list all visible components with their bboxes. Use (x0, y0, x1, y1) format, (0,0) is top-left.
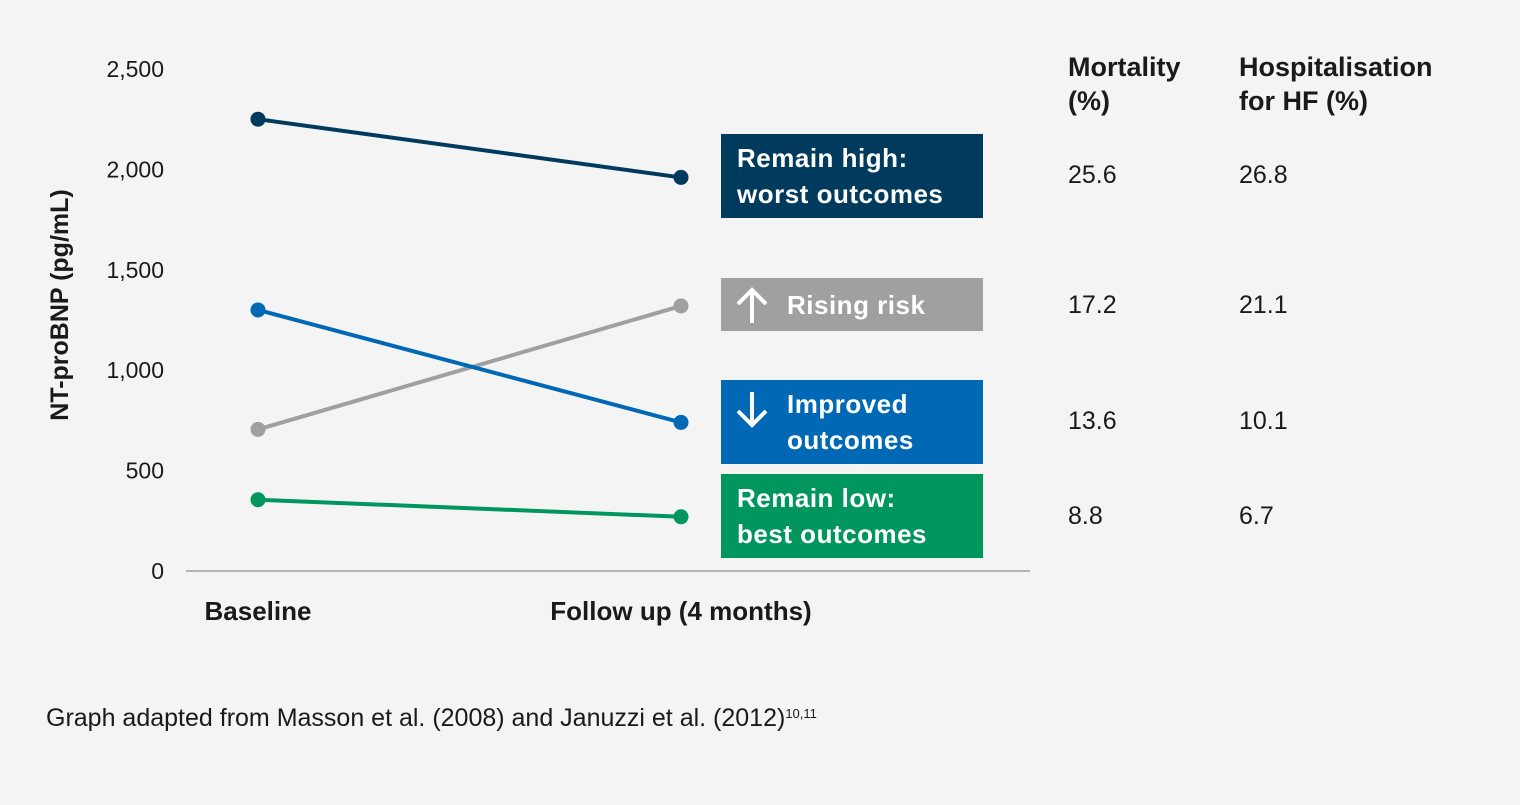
hospitalisation-value: 26.8 (1239, 161, 1288, 189)
outcome-box-line2: best outcomes (737, 519, 927, 549)
source-note: Graph adapted from Masson et al. (2008) … (46, 704, 817, 733)
source-note-text: Graph adapted from Masson et al. (2008) … (46, 704, 786, 732)
x-category-label: Baseline (205, 596, 312, 626)
outcome-box-remain-low: Remain low: best outcomes (721, 474, 983, 558)
series-group (250, 111, 689, 525)
outcome-box-line2: outcomes (787, 425, 914, 455)
y-tick-label: 500 (126, 458, 164, 484)
series-line (257, 117, 682, 180)
outcome-box-rising-risk: Rising risk (721, 278, 983, 331)
outcome-box-line1: Remain high: (737, 143, 908, 173)
table-header-hospitalisation: Hospitalisation for HF (%) (1239, 50, 1433, 118)
table-header-line2: for HF (%) (1239, 86, 1368, 116)
series-3 (250, 492, 689, 525)
outcome-box-improved: Improved outcomes (721, 380, 983, 464)
y-axis-ticks: 0 500 1,000 1,500 2,000 2,500 (106, 56, 164, 584)
mortality-value: 8.8 (1068, 502, 1103, 530)
x-category-label: Follow up (4 months) (550, 596, 811, 626)
y-axis-title: NT-proBNP (pg/mL) (46, 189, 74, 420)
arrow-down-icon (736, 392, 768, 428)
data-point (250, 421, 266, 437)
arrow-up-icon (736, 286, 768, 323)
series-0 (250, 111, 689, 185)
source-note-superscript: 10,11 (785, 706, 817, 721)
series-line (257, 497, 682, 519)
mortality-value: 25.6 (1068, 161, 1117, 189)
data-point (250, 111, 266, 127)
data-point (673, 414, 689, 430)
data-point (250, 302, 266, 318)
table-header-line2: (%) (1068, 86, 1110, 116)
series-2 (250, 302, 689, 430)
y-tick-label: 1,500 (106, 257, 164, 283)
outcome-box-line1: Rising risk (787, 289, 926, 320)
table-header-line1: Mortality (1068, 52, 1181, 82)
hospitalisation-value: 21.1 (1239, 291, 1288, 319)
hospitalisation-value: 10.1 (1239, 407, 1288, 435)
outcome-box-line2: worst outcomes (737, 179, 944, 209)
table-header-line1: Hospitalisation (1239, 52, 1433, 82)
series-line (257, 308, 682, 425)
outcome-box-line1: Remain low: (737, 483, 896, 513)
y-tick-label: 0 (151, 558, 164, 584)
data-point (673, 298, 689, 314)
outcome-box-line1: Improved (787, 389, 909, 419)
outcome-box-remain-high: Remain high: worst outcomes (721, 134, 983, 218)
table-header-mortality: Mortality (%) (1068, 50, 1181, 118)
mortality-value: 17.2 (1068, 291, 1117, 319)
y-tick-label: 2,000 (106, 156, 164, 182)
x-axis-categories: Baseline Follow up (4 months) (205, 596, 812, 626)
data-point (673, 509, 689, 525)
data-point (250, 492, 266, 508)
hospitalisation-value: 6.7 (1239, 502, 1274, 530)
mortality-value: 13.6 (1068, 407, 1117, 435)
y-tick-label: 1,000 (106, 357, 164, 383)
y-tick-label: 2,500 (106, 56, 164, 82)
data-point (673, 169, 689, 185)
